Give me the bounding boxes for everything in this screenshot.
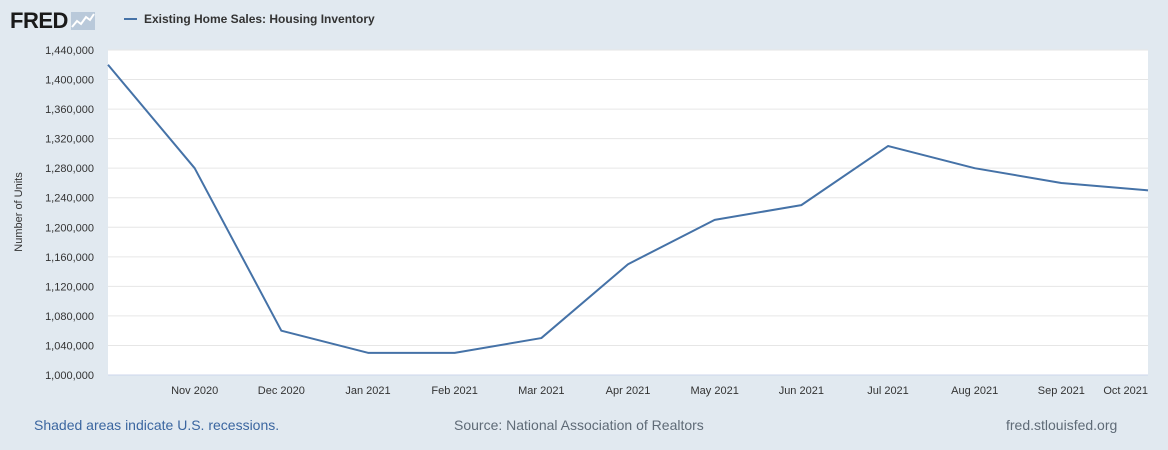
grid-lines	[108, 49, 1148, 376]
y-tick-label: 1,320,000	[45, 134, 94, 146]
x-tick-label: Sep 2021	[1038, 385, 1085, 397]
data-point[interactable]	[537, 334, 545, 342]
legend-label: Existing Home Sales: Housing Inventory	[144, 12, 375, 26]
y-tick-label: 1,000,000	[45, 370, 94, 382]
line-chart[interactable]: 1,000,000 1,040,000 1,080,000 1,120,000 1,16…	[0, 0, 1168, 410]
x-tick-label: May 2021	[691, 385, 739, 397]
data-point[interactable]	[884, 142, 892, 150]
x-tick-label: Oct 2021	[1103, 385, 1148, 397]
y-tick-label: 1,440,000	[45, 45, 94, 57]
x-tick-label: Feb 2021	[431, 385, 477, 397]
data-point[interactable]	[277, 327, 285, 335]
data-point[interactable]	[1057, 179, 1065, 187]
fred-logo[interactable]: FRED	[10, 8, 95, 34]
data-point[interactable]	[1144, 186, 1152, 194]
site-link[interactable]: fred.stlouisfed.org	[1006, 417, 1118, 433]
y-tick-label: 1,040,000	[45, 340, 94, 352]
fred-logo-graph-icon	[70, 12, 95, 30]
chart-header: FRED Existing Home Sales: Housing Invent…	[0, 0, 1168, 40]
y-tick-label: 1,120,000	[45, 281, 94, 293]
x-axis-ticks: Nov 2020 Dec 2020 Jan 2021 Feb 2021 Mar 2021…	[171, 385, 1148, 397]
y-tick-label: 1,080,000	[45, 311, 94, 323]
x-tick-label: Apr 2021	[606, 385, 651, 397]
x-tick-label: Jul 2021	[867, 385, 909, 397]
x-tick-label: Aug 2021	[951, 385, 998, 397]
y-tick-label: 1,280,000	[45, 163, 94, 175]
data-point[interactable]	[971, 164, 979, 172]
y-tick-label: 1,160,000	[45, 252, 94, 264]
recession-note-link[interactable]: Shaded areas indicate U.S. recessions.	[34, 417, 280, 433]
y-axis-ticks: 1,000,000 1,040,000 1,080,000 1,120,000 1,16…	[45, 45, 94, 382]
data-point[interactable]	[191, 164, 199, 172]
x-tick-label: Nov 2020	[171, 385, 218, 397]
source-text: Source: National Association of Realtors	[454, 417, 704, 433]
y-tick-label: 1,240,000	[45, 193, 94, 205]
x-tick-label: Jun 2021	[779, 385, 824, 397]
y-tick-label: 1,360,000	[45, 104, 94, 116]
x-tick-label: Jan 2021	[345, 385, 390, 397]
plot-area	[108, 50, 1148, 375]
data-point[interactable]	[104, 61, 112, 69]
data-point[interactable]	[797, 201, 805, 209]
y-axis-label: Number of Units	[13, 172, 25, 252]
legend-swatch	[124, 18, 137, 20]
series-layer	[104, 61, 1152, 357]
chart-footer: Shaded areas indicate U.S. recessions. S…	[0, 414, 1168, 436]
series-line[interactable]	[107, 64, 1149, 354]
y-tick-label: 1,200,000	[45, 222, 94, 234]
data-point[interactable]	[451, 349, 459, 357]
y-tick-label: 1,400,000	[45, 75, 94, 87]
data-point[interactable]	[364, 349, 372, 357]
data-point[interactable]	[624, 260, 632, 268]
chart-legend[interactable]: Existing Home Sales: Housing Inventory	[124, 12, 375, 26]
fred-logo-text: FRED	[10, 8, 68, 33]
data-point[interactable]	[711, 216, 719, 224]
x-tick-label: Dec 2020	[258, 385, 305, 397]
x-tick-label: Mar 2021	[518, 385, 564, 397]
